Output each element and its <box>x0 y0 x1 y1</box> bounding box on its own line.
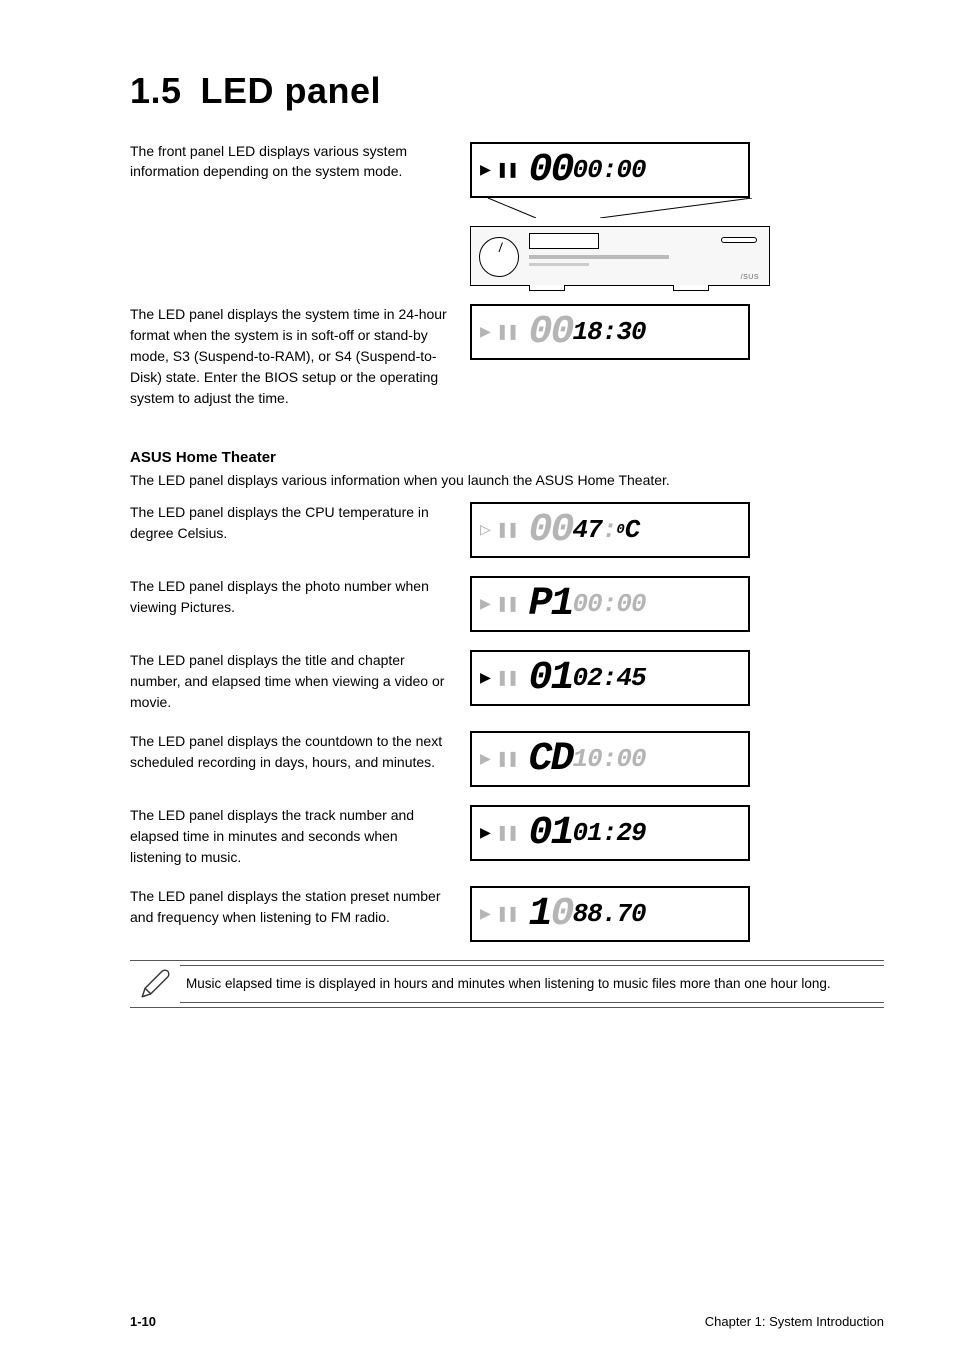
desc-music: The LED panel displays the track number … <box>130 805 470 868</box>
pause-icon: ❚❚ <box>497 159 519 181</box>
lcd-small: 00:00 <box>573 589 646 619</box>
pause-icon: ❚❚ <box>497 667 519 689</box>
note-text: Music elapsed time is displayed in hours… <box>180 965 884 1003</box>
footer-page-number: 1-10 <box>130 1314 156 1329</box>
desc-video: The LED panel displays the title and cha… <box>130 650 470 713</box>
desc-photo: The LED panel displays the photo number … <box>130 576 470 618</box>
lcd-video: ▶ ❚❚ 01 02:45 <box>470 650 750 706</box>
desc-bios-time: The LED panel displays the system time i… <box>130 304 470 409</box>
pause-icon: ❚❚ <box>497 903 519 925</box>
pause-icon: ❚❚ <box>497 519 519 541</box>
lcd-small: 02:45 <box>573 663 646 693</box>
heading-title: LED panel <box>201 70 382 111</box>
device-brand: /SUS <box>741 274 759 281</box>
lcd-big: CD <box>529 737 573 782</box>
lcd-big: 00 <box>529 310 573 355</box>
lcd-radio: ▶ ❚❚ 10 88.70 <box>470 886 750 942</box>
lcd-small: 88.70 <box>573 899 646 929</box>
lcd-small: 18:30 <box>573 317 646 347</box>
desc-radio: The LED panel displays the station prese… <box>130 886 470 928</box>
heading-number: 1.5 <box>130 70 190 112</box>
lcd-photo: ▶ ❚❚ P1 00:00 <box>470 576 750 632</box>
device-knob <box>479 237 519 277</box>
play-icon: ▶ <box>480 321 491 343</box>
device-slot <box>721 237 757 243</box>
desc-countdown: The LED panel displays the countdown to … <box>130 731 470 773</box>
lcd-big-a: 1 <box>529 892 551 937</box>
lcd-unit: C <box>625 515 640 545</box>
lcd-big: 00 <box>529 148 573 193</box>
lcd-bios-time: ▶ ❚❚ 00 18:30 <box>470 304 750 360</box>
device-foot <box>673 285 709 291</box>
pause-icon: ❚❚ <box>497 822 519 844</box>
play-icon: ▷ <box>480 519 491 541</box>
lcd-small: 01:29 <box>573 818 646 848</box>
pause-icon: ❚❚ <box>497 748 519 770</box>
page-heading: 1.5 LED panel <box>130 70 884 112</box>
play-icon: ▶ <box>480 667 491 689</box>
lcd-small: 10:00 <box>573 744 646 774</box>
lcd-small: 00:00 <box>573 155 646 185</box>
page-footer: 1-10 Chapter 1: System Introduction <box>0 1314 954 1329</box>
lcd-big: 01 <box>529 811 573 856</box>
device-body: /SUS <box>470 226 770 286</box>
lcd-callout: ▶ ❚❚ 00 00:00 <box>470 142 750 198</box>
lcd-big: 01 <box>529 656 573 701</box>
play-icon: ▶ <box>480 748 491 770</box>
lcd-music: ▶ ❚❚ 01 01:29 <box>470 805 750 861</box>
device-bar <box>529 255 669 259</box>
device-bar2 <box>529 263 589 266</box>
device-illustration: ▶ ❚❚ 00 00:00 /SUS <box>470 142 770 286</box>
play-icon: ▶ <box>480 593 491 615</box>
lcd-countdown: ▶ ❚❚ CD 10:00 <box>470 731 750 787</box>
lcd-big: P1 <box>529 582 573 627</box>
play-icon: ▶ <box>480 822 491 844</box>
pause-icon: ❚❚ <box>497 321 519 343</box>
lcd-big-b: 0 <box>551 892 573 937</box>
lcd-cpu-temp: ▷ ❚❚ 00 47:0C <box>470 502 750 558</box>
lcd-big: 00 <box>529 508 573 553</box>
lcd-degree: 0 <box>616 522 624 538</box>
lcd-colon: : <box>602 515 617 545</box>
lcd-small-a: 47 <box>573 515 602 545</box>
section-title: ASUS Home Theater <box>130 449 884 466</box>
note-block: Music elapsed time is displayed in hours… <box>130 960 884 1008</box>
callout-lines <box>470 198 770 218</box>
footer-chapter: Chapter 1: System Introduction <box>705 1314 884 1329</box>
device-foot <box>529 285 565 291</box>
device-lcd-mini <box>529 233 599 249</box>
desc-cpu-temp: The LED panel displays the CPU temperatu… <box>130 502 470 544</box>
pencil-icon <box>130 967 180 1001</box>
play-icon: ▶ <box>480 903 491 925</box>
intro-text: The front panel LED displays various sys… <box>130 142 450 181</box>
section-intro: The LED panel displays various informati… <box>130 472 884 488</box>
play-icon: ▶ <box>480 159 491 181</box>
pause-icon: ❚❚ <box>497 593 519 615</box>
